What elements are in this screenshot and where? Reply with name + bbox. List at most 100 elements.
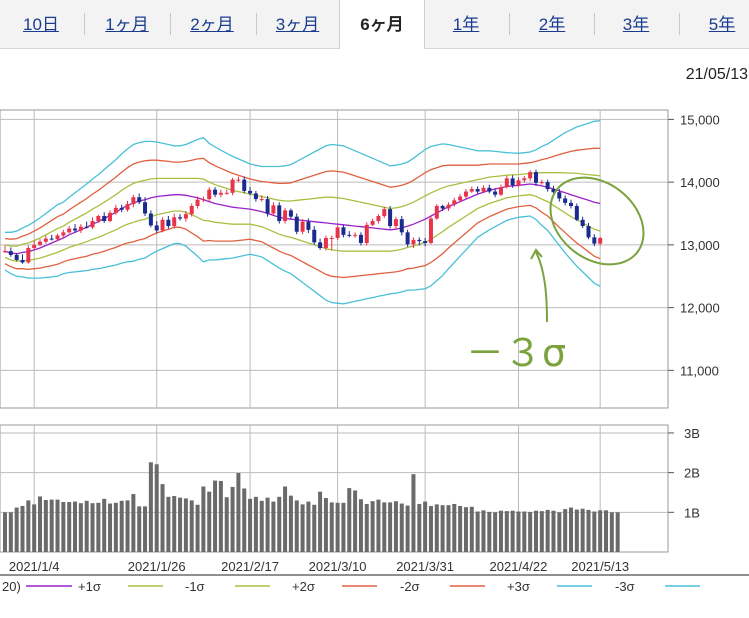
volume-bar bbox=[230, 486, 235, 552]
volume-bar bbox=[73, 501, 78, 552]
candle-down bbox=[178, 217, 183, 219]
volume-bar bbox=[288, 495, 293, 552]
candle-down bbox=[347, 234, 352, 236]
tab-10days[interactable]: 10日 bbox=[23, 15, 59, 34]
volume-bar bbox=[3, 512, 7, 552]
candle-up bbox=[183, 214, 188, 219]
candle-down bbox=[306, 221, 311, 230]
volume-bar bbox=[271, 501, 276, 552]
candle-up bbox=[498, 187, 503, 195]
volume-tick-label: 1B bbox=[684, 505, 700, 520]
volume-tick-label: 2B bbox=[684, 466, 700, 481]
volume-bar bbox=[213, 480, 218, 552]
candle-down bbox=[242, 179, 247, 191]
chart-date-label: 21/05/13 bbox=[685, 66, 748, 83]
volume-bar bbox=[318, 491, 323, 552]
price-panel-frame bbox=[0, 109, 669, 409]
candle-up bbox=[504, 178, 509, 188]
price-tick-label: 12,000 bbox=[680, 301, 720, 316]
volume-bar bbox=[452, 503, 457, 552]
volume-bar bbox=[539, 511, 544, 552]
candle-up bbox=[236, 179, 241, 181]
candle-up bbox=[376, 216, 381, 222]
tab-separator bbox=[594, 13, 595, 35]
price-tick-label: 13,000 bbox=[680, 238, 720, 253]
volume-bar bbox=[55, 499, 60, 552]
volume-panel: 3B 2B 1B 2021/1/4 2021/1/26 2021/2/17 2021/3/1… bbox=[0, 424, 700, 574]
candle-down bbox=[417, 239, 422, 242]
legend-label: 20) bbox=[2, 579, 21, 594]
volume-bar bbox=[32, 504, 37, 552]
volume-bar bbox=[294, 500, 299, 552]
tab-1month[interactable]: 1ヶ月 bbox=[105, 15, 149, 34]
date-tick-label: 2021/4/22 bbox=[490, 559, 548, 574]
candle-up bbox=[522, 178, 527, 181]
volume-bar bbox=[475, 511, 480, 552]
candle-down bbox=[568, 202, 573, 206]
volume-bar bbox=[148, 462, 153, 552]
tab-2years[interactable]: 2年 bbox=[538, 15, 566, 34]
volume-bar bbox=[376, 499, 381, 552]
volume-bar bbox=[446, 505, 451, 552]
candle-down bbox=[487, 187, 492, 192]
candle-down bbox=[154, 225, 159, 231]
volume-bar bbox=[411, 474, 416, 552]
candle-down bbox=[318, 242, 323, 249]
candle-up bbox=[283, 210, 288, 222]
volume-bar bbox=[218, 480, 223, 552]
candle-down bbox=[405, 232, 410, 245]
volume-bar bbox=[189, 500, 194, 552]
volume-bar bbox=[563, 509, 568, 552]
candle-up bbox=[90, 221, 95, 228]
candle-down bbox=[143, 202, 148, 214]
minus1-sigma-line bbox=[4, 194, 601, 262]
volume-bar bbox=[300, 504, 305, 552]
price-tick-label: 15,000 bbox=[680, 112, 720, 127]
volume-bar bbox=[160, 484, 165, 552]
legend-label: -2σ bbox=[400, 579, 420, 594]
volume-bar bbox=[487, 511, 492, 552]
candle-up bbox=[230, 179, 235, 193]
volume-bar bbox=[586, 509, 591, 552]
volume-bar bbox=[166, 496, 171, 552]
volume-bar bbox=[113, 502, 118, 552]
volume-panel-frame bbox=[0, 424, 669, 553]
volume-bar bbox=[248, 498, 253, 552]
candle-up bbox=[67, 228, 72, 233]
legend: 20) +1σ -1σ +2σ -2σ +3σ -3σ bbox=[0, 574, 749, 594]
candle-down bbox=[14, 254, 19, 260]
candle-up bbox=[323, 237, 328, 249]
candle-up bbox=[353, 234, 358, 236]
candle-down bbox=[574, 205, 579, 220]
volume-bar bbox=[119, 500, 124, 552]
tab-5years[interactable]: 5年 bbox=[708, 15, 736, 34]
tab-2months[interactable]: 2ヶ月 bbox=[190, 15, 234, 34]
tab-3years[interactable]: 3年 bbox=[622, 15, 650, 34]
candle-up bbox=[434, 205, 439, 219]
tab-3months[interactable]: 3ヶ月 bbox=[275, 15, 320, 34]
candle-down bbox=[563, 198, 568, 203]
volume-bar bbox=[253, 496, 258, 552]
candle-up bbox=[96, 216, 101, 222]
volume-bar bbox=[143, 506, 148, 552]
candle-up bbox=[113, 207, 118, 213]
volume-bar bbox=[551, 510, 556, 552]
candle-down bbox=[49, 238, 54, 240]
candle-down bbox=[294, 216, 299, 232]
annotation-arrowhead bbox=[530, 248, 543, 260]
volume-bar bbox=[14, 507, 19, 552]
volume-bar bbox=[20, 505, 25, 552]
tab-1year[interactable]: 1年 bbox=[452, 15, 480, 34]
volume-bar bbox=[137, 506, 142, 552]
volume-bar bbox=[393, 501, 398, 552]
volume-bar bbox=[405, 505, 410, 552]
tab-6months[interactable]: 6ヶ月 bbox=[339, 0, 425, 49]
volume-tick-label: 3B bbox=[684, 426, 700, 441]
candle-up bbox=[329, 237, 334, 239]
candle-down bbox=[119, 207, 124, 210]
volume-bar bbox=[84, 500, 89, 552]
volume-bar bbox=[528, 511, 533, 552]
candle-down bbox=[440, 205, 445, 209]
volume-bar bbox=[604, 510, 609, 552]
